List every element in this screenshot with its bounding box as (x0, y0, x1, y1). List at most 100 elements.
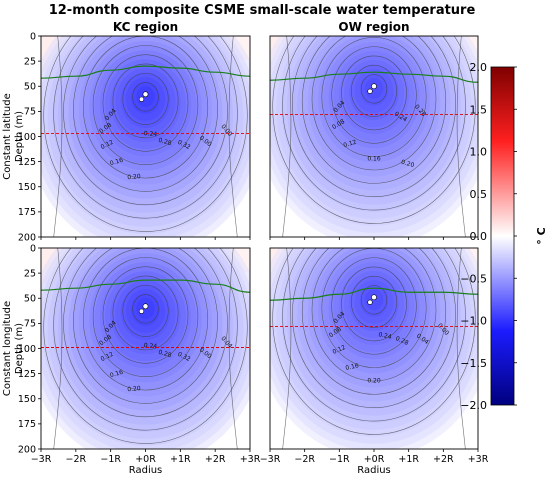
contour-line (112, 63, 179, 139)
contour-line (92, 257, 199, 377)
colorbar-tick-label: −0.5 (460, 272, 487, 285)
contour-line (53, 248, 238, 431)
contour-line (282, 36, 292, 237)
contour-line (311, 248, 437, 382)
contour-label: 0.16 (109, 157, 124, 167)
contour-label: 0.24 (143, 130, 157, 138)
contour-line (122, 72, 169, 125)
y-tick-label: 175 (18, 207, 36, 218)
contour-line (360, 285, 388, 315)
x-tick-label: +1R (170, 454, 191, 465)
panel-body: 0.040.080.120.160.200.240.28 0.32 0.000.00 (41, 36, 250, 237)
contour-line (351, 64, 397, 117)
x-tick-label: −2R (66, 454, 87, 465)
contour-label: 0.16 (345, 362, 360, 372)
mixed-layer-line (270, 71, 478, 83)
contour-line (53, 36, 63, 237)
colorbar: 2.0 1.5 1.0 0.5 0.0 −0.5 −1.0 −1.5 −2.0 ° C (460, 61, 548, 412)
contour-label: 0.16 (367, 155, 381, 162)
y-axis-label: Constant longitudeDepth (m) (2, 301, 25, 396)
contour-label: 0.28 (394, 335, 409, 347)
panel-body: 0.040.080.120.160.200.240.28 0.32 0.000.04 (41, 248, 250, 449)
x-tick-label: +2R (433, 454, 454, 465)
contour-line (102, 54, 189, 152)
contour-line (102, 266, 189, 364)
x-tick-label: +0R (364, 454, 385, 465)
core-marker (142, 303, 149, 310)
x-tick-label: +2R (205, 454, 226, 465)
contour-line (360, 74, 388, 104)
colorbar-tick-label: −1.5 (460, 357, 487, 370)
y-axis-label-line: Depth (m) (14, 111, 25, 162)
colorbar-label: ° C (535, 227, 548, 244)
x-tick-label: +3R (468, 454, 489, 465)
contour-line (341, 55, 407, 131)
colorbar-tick-label: 1.5 (470, 103, 488, 116)
core-marker (371, 83, 377, 90)
x-tick-label: −3R (260, 454, 281, 465)
contour-line (341, 266, 407, 342)
contour-line (122, 284, 169, 337)
mixed-layer-line (270, 287, 478, 301)
contour-line (43, 248, 248, 444)
core-marker (367, 299, 373, 305)
contour-label: 0.28 (157, 137, 172, 147)
contour-line (272, 36, 476, 224)
x-tick-label: +0R (135, 454, 156, 465)
y-axis-label: Constant latitudeDepth (m) (2, 93, 25, 180)
y-tick-label: 125 (18, 157, 36, 168)
x-tick-label: −1R (100, 454, 121, 465)
contour-line (282, 248, 292, 449)
y-tick-label: 75 (24, 107, 36, 118)
contour-label: 0.12 (343, 139, 358, 149)
y-axis-label-line: Constant longitude (2, 301, 13, 396)
y-tick-label: 0 (30, 31, 36, 42)
core-marker (371, 294, 377, 301)
contour-line (63, 248, 228, 418)
contour-line (132, 294, 159, 324)
colorbar-tick-label: 0.0 (470, 230, 488, 243)
contour-label: 0.24 (143, 342, 157, 350)
colorbar-tick-label: 0.5 (470, 188, 488, 201)
contour-line (53, 36, 238, 219)
core-marker (138, 96, 145, 102)
contour-line (132, 82, 159, 112)
panel-1: 0.040.080.120.160.200.240.28 0.32 0.000.00… (2, 20, 251, 243)
x-tick-label: +1R (398, 454, 419, 465)
contour-line (92, 45, 199, 165)
panel-3: 0.040.080.120.160.200.240.28 0.32 0.000.04… (2, 243, 261, 476)
y-tick-label: 50 (24, 294, 36, 305)
core-marker (142, 91, 149, 98)
contour-line (63, 36, 228, 206)
contour-line (351, 275, 397, 328)
contour-label: 0.20 (400, 159, 415, 169)
y-tick-label: 25 (24, 56, 36, 67)
colorbar-tick-label: 2.0 (470, 61, 488, 74)
contour-line (311, 36, 437, 171)
panel-4: 0.040.080.120.160.200.24 0.28 0.040.00−3R −… (260, 247, 489, 476)
colorbar-ticks: 2.0 1.5 1.0 0.5 0.0 −0.5 −1.0 −1.5 −2.0 (460, 61, 517, 412)
contour-line (331, 257, 417, 355)
y-tick-label: 125 (18, 369, 36, 380)
contour-line (456, 248, 466, 449)
contour-line (321, 37, 427, 157)
x-tick-label: −3R (31, 454, 52, 465)
y-tick-label: 100 (18, 132, 36, 143)
panel-title: OW region (338, 20, 409, 34)
y-axis-label-line: Constant latitude (2, 93, 13, 180)
colorbar-tick-label: −1.0 (460, 315, 487, 328)
contour-line (331, 46, 417, 144)
y-tick-label: 25 (24, 268, 36, 279)
y-tick-label: 0 (30, 243, 36, 254)
contour-line (53, 248, 63, 449)
contour-line (228, 36, 238, 237)
mixed-layer-line (41, 279, 250, 293)
y-axis-label-line: Depth (m) (14, 323, 25, 374)
contour-line (43, 36, 248, 232)
core-marker (138, 308, 145, 314)
x-tick-label: −1R (329, 454, 350, 465)
contour-line (282, 36, 466, 211)
colorbar-bar (490, 66, 515, 406)
